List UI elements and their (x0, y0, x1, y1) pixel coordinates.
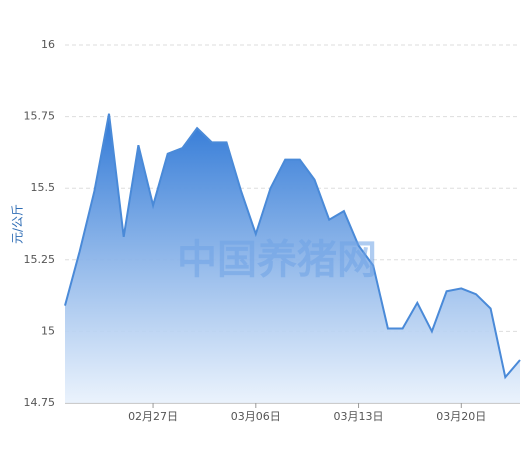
x-tick-label: 03月20日 (436, 410, 486, 423)
y-tick-label: 15.5 (31, 181, 56, 194)
x-tick-label: 03月13日 (334, 410, 384, 423)
x-tick-label: 03月06日 (231, 410, 281, 423)
y-tick-label: 15.25 (24, 253, 56, 266)
line (64, 113, 521, 380)
x-tick-label: 02月27日 (128, 410, 178, 423)
y-tick-label: 15.75 (24, 110, 56, 123)
area (65, 113, 520, 403)
y-tick-label: 16 (41, 38, 55, 51)
y-tick-label: 14.75 (24, 396, 56, 409)
y-axis-label: 元/公斤 (11, 204, 25, 244)
watermark: 中国养猪网 (177, 237, 377, 283)
y-tick-label: 15 (41, 324, 55, 337)
